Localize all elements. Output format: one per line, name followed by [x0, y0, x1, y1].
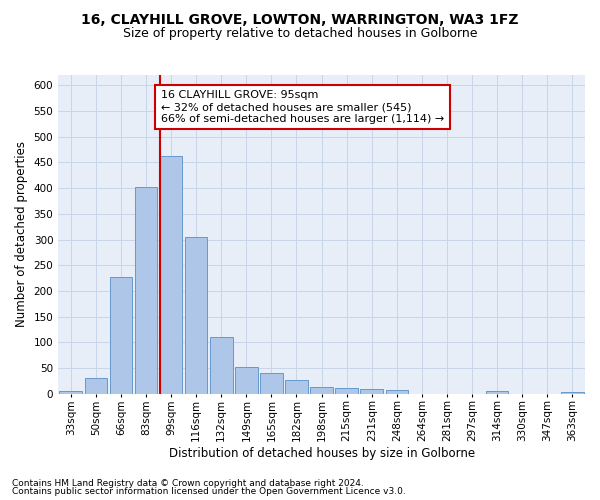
Text: Size of property relative to detached houses in Golborne: Size of property relative to detached ho… [123, 28, 477, 40]
Bar [310, 386, 333, 394]
Bar [85, 378, 107, 394]
Bar [235, 366, 257, 394]
Bar [386, 390, 408, 394]
Bar [110, 276, 132, 394]
Bar [185, 237, 208, 394]
Bar [285, 380, 308, 394]
Y-axis label: Number of detached properties: Number of detached properties [15, 142, 28, 328]
Bar [160, 156, 182, 394]
X-axis label: Distribution of detached houses by size in Golborne: Distribution of detached houses by size … [169, 447, 475, 460]
Bar [486, 391, 508, 394]
Text: 16, CLAYHILL GROVE, LOWTON, WARRINGTON, WA3 1FZ: 16, CLAYHILL GROVE, LOWTON, WARRINGTON, … [81, 12, 519, 26]
Bar [561, 392, 584, 394]
Text: 16 CLAYHILL GROVE: 95sqm
← 32% of detached houses are smaller (545)
66% of semi-: 16 CLAYHILL GROVE: 95sqm ← 32% of detach… [161, 90, 444, 124]
Bar [134, 186, 157, 394]
Bar [335, 388, 358, 394]
Text: Contains public sector information licensed under the Open Government Licence v3: Contains public sector information licen… [12, 487, 406, 496]
Bar [210, 337, 233, 394]
Bar [361, 388, 383, 394]
Bar [260, 373, 283, 394]
Bar [59, 390, 82, 394]
Text: Contains HM Land Registry data © Crown copyright and database right 2024.: Contains HM Land Registry data © Crown c… [12, 478, 364, 488]
